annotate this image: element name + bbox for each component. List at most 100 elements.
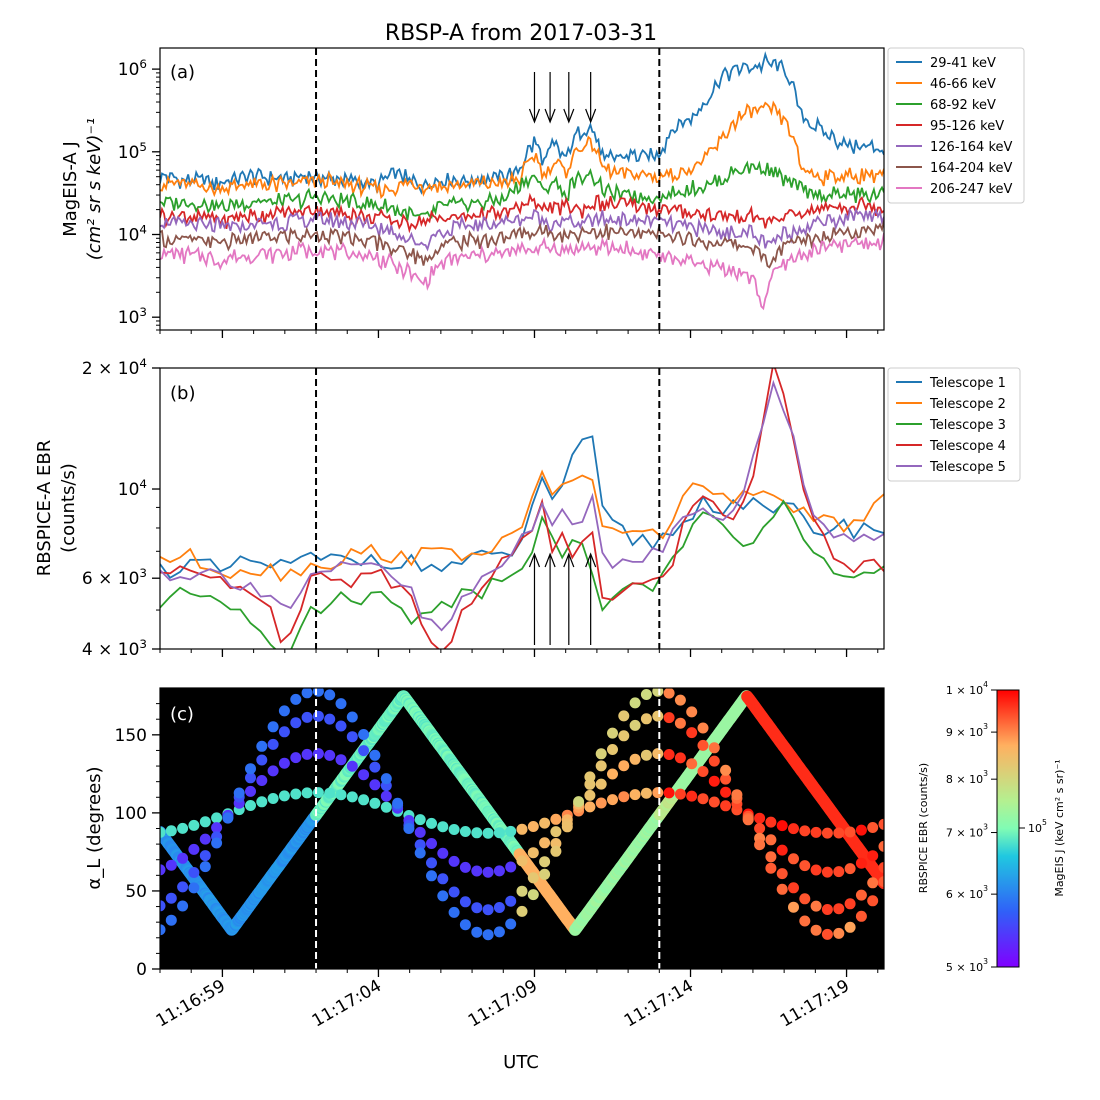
telescope-point [516,885,528,897]
telescope-point [437,873,449,885]
telescope-point [380,790,392,802]
telescope-point [256,775,268,786]
telescope-point [765,834,777,846]
telescope-point [199,861,211,873]
telescope-point [765,816,777,828]
telescope-point [720,786,732,798]
telescope-point [346,760,358,772]
telescope-point [867,895,879,907]
telescope-point [855,910,867,922]
telescope-point [720,764,732,776]
telescope-point [765,851,777,863]
colorbar-right-label: MagEIS J (keV cm² s sr)⁻¹ [1053,759,1066,896]
telescope-point [448,886,460,898]
telescope-point [380,773,392,785]
telescope-point [505,918,517,930]
telescope-point [663,712,675,724]
telescope-point [799,825,811,837]
telescope-point [708,775,720,787]
legend-entry: Telescope 4 [929,439,1006,454]
telescope-point [324,787,336,799]
panel-a-letter: (a) [170,62,195,83]
telescope-point [414,847,426,859]
telescope-point [867,850,879,862]
telescope-point [471,926,483,938]
y-tick-label: 4 × 103 [82,637,147,660]
panel-b-axes: 4 × 103 6 × 103 104 2 × 104 [82,356,879,660]
telescope-point [731,789,743,801]
figure-title: RBSP-A from 2017-03-31 [385,21,657,46]
legend-entry: Telescope 2 [929,397,1006,412]
telescope-point [697,739,709,751]
legend-entry: Telescope 3 [929,418,1006,433]
telescope-point [686,758,698,770]
telescope-point [516,855,528,867]
telescope-point [369,779,381,791]
telescope-point [550,813,562,825]
telescope-point [177,900,189,912]
telescope-point [437,821,449,833]
arrow-head [528,552,541,568]
telescope-point [211,812,223,824]
telescope-point [471,865,483,877]
legend-entry: 29-41 keV [930,56,996,71]
telescope-point [290,717,302,729]
panel-a-magEIS-flux: 103 104 105 106 (a) MagEIS-A J (cm² sr s ke… [60,47,1025,338]
telescope-point [821,866,833,878]
telescope-point [640,689,652,700]
telescope-point [256,796,268,808]
telescope-point [663,749,675,760]
telescope-point [346,731,358,743]
telescope-point [878,876,884,888]
telescope-point [788,882,799,894]
telescope-point [584,771,596,783]
telescope-point [550,838,562,849]
telescope-point [369,797,381,809]
series-line [160,220,884,269]
panel-b-rbspice-ebr: 4 × 103 6 × 103 104 2 × 104 (b) RBSPICE-A E… [34,356,1021,660]
telescope-point [674,788,686,800]
telescope-point [640,749,652,761]
telescope-point [312,710,324,722]
arrow-head [544,108,556,124]
telescope-point [776,868,788,880]
telescope-point [426,838,437,849]
telescope-point [324,689,336,701]
telescope-point [708,796,720,808]
telescope-point [414,814,426,826]
telescope-point [527,821,539,832]
telescope-point [222,812,234,824]
series-line [160,100,884,200]
telescope-point [245,763,256,775]
telescope-point [505,861,517,873]
telescope-point [821,827,833,839]
telescope-point [878,840,884,852]
telescope-point [245,800,256,811]
telescope-point [301,748,313,760]
telescope-point [290,788,302,800]
telescope-point [844,863,856,875]
telescope-point [278,726,290,738]
telescope-point [199,833,211,845]
y-tick-label: 50 [125,882,147,902]
telescope-point [482,866,494,878]
telescope-point [199,816,211,828]
telescope-point [369,761,381,773]
telescope-point [629,719,641,731]
panel-b-legend: Telescope 1 Telescope 2 Telescope 3 Telesco… [887,367,1021,482]
telescope-point [720,800,732,812]
telescope-point [160,900,166,912]
telescope-point [754,839,766,851]
telescope-point [652,710,664,722]
telescope-point [550,845,562,857]
telescope-point [459,861,471,873]
legend-entry: 126-164 keV [930,140,1013,155]
telescope-point [324,749,336,761]
telescope-point [776,883,788,895]
telescope-point [686,727,698,739]
telescope-point [629,753,641,765]
y-tick-label: 6 × 103 [82,566,147,589]
telescope-point [618,760,630,772]
telescope-point [482,904,494,916]
telescope-point [855,824,867,836]
